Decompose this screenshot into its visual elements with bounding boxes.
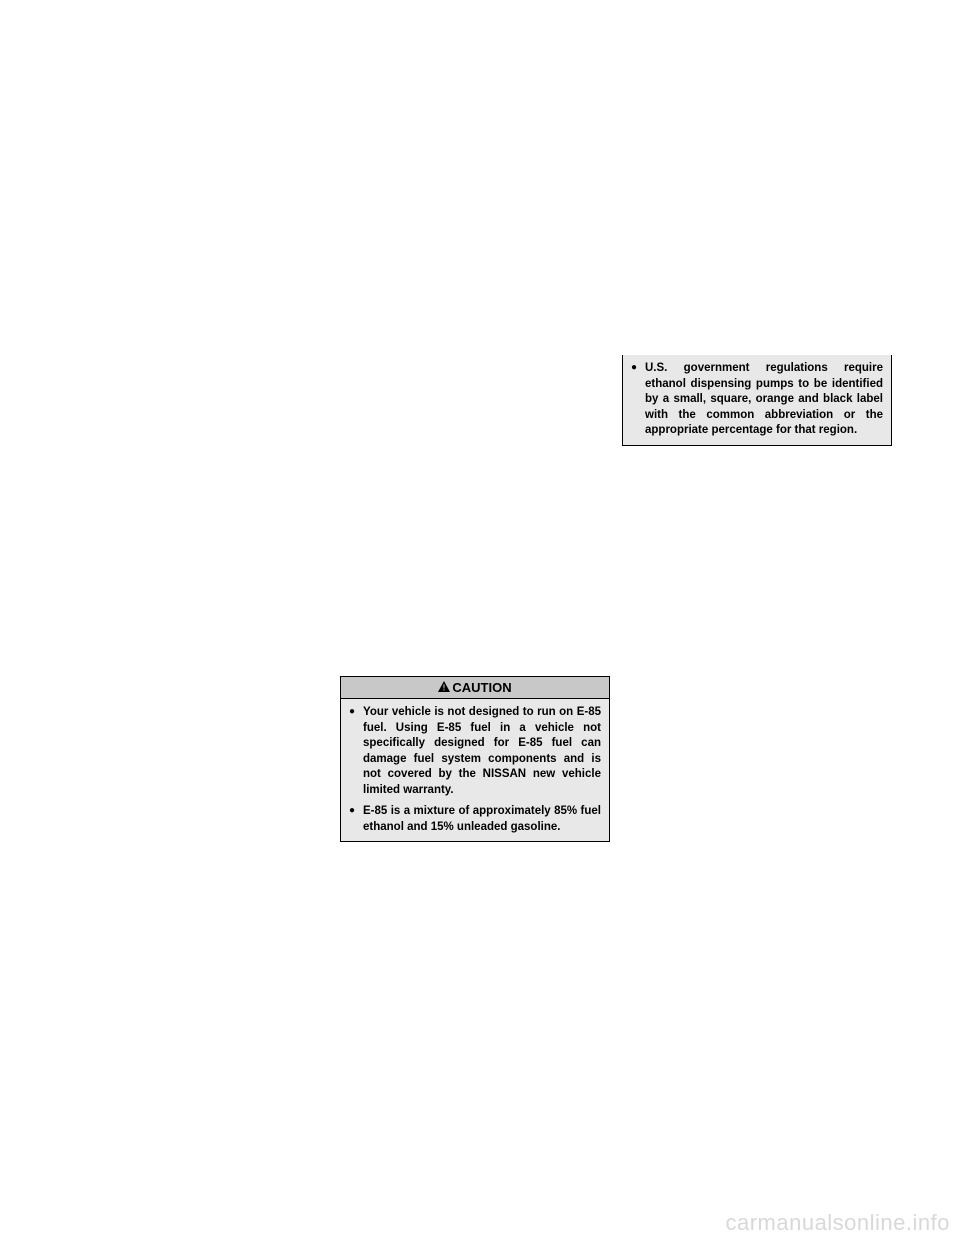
page-container: ! CAUTION Your vehicle is not designed t… <box>0 0 960 1242</box>
watermark-text: carmanualsonline.info <box>725 1210 950 1236</box>
svg-text:!: ! <box>443 684 446 693</box>
us-gov-list: U.S. government regulations require etha… <box>631 361 883 439</box>
warning-icon: ! <box>438 680 450 695</box>
caution-box: ! CAUTION Your vehicle is not designed t… <box>340 676 610 842</box>
caution-list: Your vehicle is not designed to run on E… <box>349 705 601 835</box>
caution-item: E-85 is a mixture of approximately 85% f… <box>349 804 601 835</box>
us-gov-box: U.S. government regulations require etha… <box>622 355 892 446</box>
caution-header: ! CAUTION <box>341 677 609 699</box>
caution-item: Your vehicle is not designed to run on E… <box>349 705 601 798</box>
caution-body: Your vehicle is not designed to run on E… <box>341 699 609 841</box>
us-gov-item: U.S. government regulations require etha… <box>631 361 883 439</box>
caution-header-text: CAUTION <box>452 680 511 695</box>
